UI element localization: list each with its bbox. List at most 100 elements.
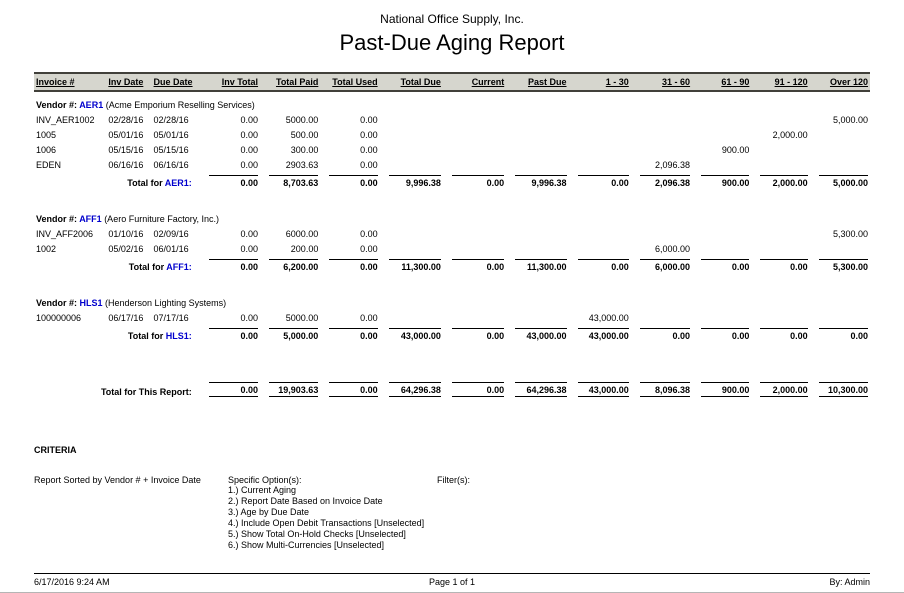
- invoice-cell: [569, 157, 631, 172]
- invoice-cell: [380, 127, 443, 142]
- invoice-cell: [506, 310, 568, 325]
- vendor-code: HLS1: [79, 298, 103, 308]
- criteria-section: CRITERIA Report Sorted by Vendor # + Inv…: [34, 445, 870, 551]
- invoice-cell: [380, 112, 443, 127]
- invoice-cell: [569, 226, 631, 241]
- report-total-amount: 43,000.00: [577, 382, 629, 397]
- report-total-amount: 64,296.38: [515, 382, 567, 397]
- section-total-value: 900.00: [692, 172, 751, 190]
- invoice-cell: [569, 241, 631, 256]
- page-title: Past-Due Aging Report: [339, 30, 565, 55]
- section-total-amount: 0.00: [701, 328, 750, 341]
- invoice-row: INV_AFF2006 01/10/16 02/09/16 0.00 6000.00 0.…: [34, 226, 870, 241]
- section-total-value: 6,000.00: [631, 256, 692, 274]
- section-total-row: Total for AFF1: 0.00 6,200.00 0.00 11,300.00…: [34, 256, 870, 274]
- invoice-cell: 0.00: [360, 160, 378, 170]
- invoice-cell: 0.00: [240, 145, 259, 155]
- section-total-amount: 6,200.00: [269, 259, 319, 272]
- section-total-amount: 5,000.00: [818, 175, 868, 188]
- criteria-option: 5.) Show Total On-Hold Checks [Unselecte…: [228, 529, 406, 539]
- invoice-cell: [506, 157, 568, 172]
- section-total-amount: 0.00: [451, 259, 505, 272]
- criteria-options: Specific Option(s): 1.) Current Aging 2.…: [228, 475, 437, 551]
- invoice-row: INV_AER1002 02/28/16 02/28/16 0.00 5000.00 0.…: [34, 112, 870, 127]
- invoice-number: INV_AFF2006: [36, 229, 94, 239]
- vendor-code: AFF1: [79, 214, 102, 224]
- invoice-cell: [692, 157, 751, 172]
- invoice-cell: [692, 112, 751, 127]
- section-total-amount: 0.00: [451, 175, 505, 188]
- column-header: Past Due: [506, 72, 569, 92]
- invoice-cell: [810, 127, 870, 142]
- invoice-cell: 05/02/16: [108, 244, 144, 254]
- invoice-cell: 0.00: [360, 130, 378, 140]
- report-total-amount: 10,300.00: [818, 382, 868, 397]
- invoice-cell: 2,096.38: [655, 160, 691, 170]
- invoice-cell: 2903.63: [285, 160, 319, 170]
- invoice-cell: [569, 112, 631, 127]
- invoice-cell: 0.00: [240, 229, 259, 239]
- invoice-cell: [443, 226, 506, 241]
- section-total-amount: 2,096.38: [639, 175, 691, 188]
- section-total-code: AER1:: [164, 178, 192, 188]
- spacer-row: [34, 274, 870, 290]
- invoice-cell: [506, 142, 568, 157]
- section-total-value: 5,300.00: [810, 256, 870, 274]
- invoice-cell: 5000.00: [285, 313, 319, 323]
- report-total-value: 2,000.00: [751, 379, 809, 399]
- section-total-value: 0.00: [320, 256, 379, 274]
- report-total-amount: 2,000.00: [760, 382, 808, 397]
- invoice-cell: [569, 142, 631, 157]
- invoice-cell: [631, 112, 692, 127]
- invoice-cell: [692, 127, 751, 142]
- section-total-value: 0.00: [200, 172, 260, 190]
- invoice-cell: [692, 310, 751, 325]
- section-total-row: Total for HLS1: 0.00 5,000.00 0.00 43,000.00…: [34, 325, 870, 343]
- invoice-cell: 0.00: [240, 313, 259, 323]
- invoice-cell: [810, 142, 870, 157]
- section-total-value: 43,000.00: [506, 325, 568, 343]
- section-total-amount: 2,000.00: [760, 175, 808, 188]
- invoice-cell: 06/01/16: [153, 244, 189, 254]
- report-total-value: 43,000.00: [569, 379, 631, 399]
- section-total-amount: 0.00: [760, 259, 808, 272]
- invoice-cell: 0.00: [240, 115, 259, 125]
- criteria-option: 6.) Show Multi-Currencies [Unselected]: [228, 540, 385, 550]
- invoice-cell: [631, 310, 692, 325]
- section-total-value: 2,000.00: [751, 172, 809, 190]
- section-total-amount: 900.00: [701, 175, 750, 188]
- invoice-cell: [631, 127, 692, 142]
- footer-datetime: 6/17/2016 9:24 AM: [34, 577, 110, 587]
- criteria-option: 4.) Include Open Debit Transactions [Uns…: [228, 518, 425, 528]
- invoice-cell: [751, 157, 809, 172]
- spacer: [34, 343, 870, 359]
- invoice-cell: [631, 226, 692, 241]
- filters-label: Filter(s):: [437, 475, 470, 485]
- section-total-value: 0.00: [200, 256, 260, 274]
- report-total-value: 0.00: [443, 379, 506, 399]
- report-total-amount: 0.00: [208, 382, 259, 397]
- section-total-amount: 5,000.00: [269, 328, 319, 341]
- section-total-value: 5,000.00: [260, 325, 320, 343]
- report-total-value: 0.00: [320, 379, 379, 399]
- section-total-text: Total for: [127, 331, 166, 341]
- criteria-option: 3.) Age by Due Date: [228, 507, 310, 517]
- section-total-value: 0.00: [569, 172, 631, 190]
- vendor-name: (Henderson Lighting Systems): [102, 298, 227, 308]
- invoice-cell: [443, 112, 506, 127]
- section-total-value: 0.00: [320, 172, 379, 190]
- vendor-name: (Acme Emporium Reselling Services): [103, 100, 255, 110]
- report-table: Invoice # Inv Date Due Date Inv Total Total …: [34, 72, 870, 399]
- invoice-cell: 07/17/16: [153, 313, 189, 323]
- section-total-amount: 0.00: [760, 328, 808, 341]
- section-total-value: 0.00: [443, 256, 506, 274]
- section-total-amount: 11,300.00: [388, 259, 441, 272]
- column-header: 1 - 30: [568, 72, 631, 92]
- invoice-cell: [506, 226, 568, 241]
- report-total-row: Total for This Report: 0.00 19,903.63 0.00 6…: [34, 379, 870, 399]
- section-total-value: 5,000.00: [810, 172, 870, 190]
- section-total-value: 0.00: [631, 325, 692, 343]
- section-total-amount: 0.00: [329, 175, 378, 188]
- section-total-value: 43,000.00: [380, 325, 443, 343]
